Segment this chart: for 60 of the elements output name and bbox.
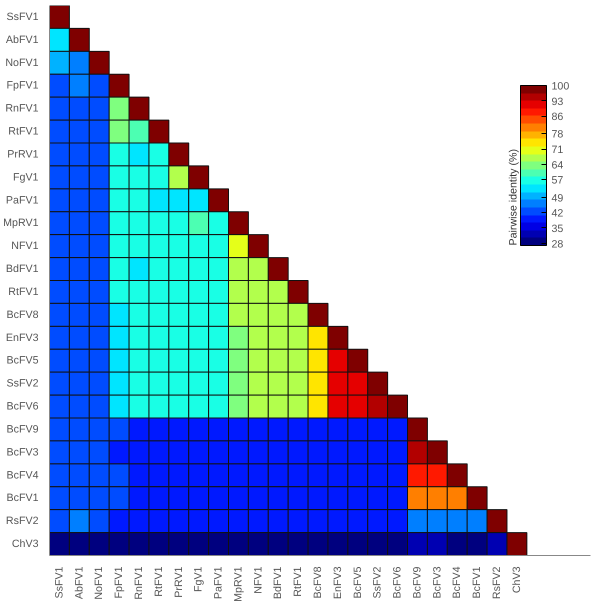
x-tick-label: MpRV1 bbox=[232, 566, 244, 602]
y-tick-label: RsFV2 bbox=[6, 515, 39, 528]
y-tick-label: NoFV1 bbox=[5, 56, 39, 69]
x-tick-label: RtFV1 bbox=[152, 566, 165, 597]
x-tick-label: NFV1 bbox=[252, 566, 264, 594]
x-tick-label: RnFV1 bbox=[133, 566, 146, 600]
y-tick-label: NFV1 bbox=[11, 240, 39, 252]
color-bar-label: 57 bbox=[552, 174, 564, 187]
color-bar-label: 78 bbox=[552, 128, 564, 141]
color-bar-label: 93 bbox=[552, 96, 564, 108]
y-tick-label: SsFV1 bbox=[6, 10, 39, 23]
x-tick-label: SsFV1 bbox=[53, 566, 66, 598]
y-tick-label: SsFV2 bbox=[6, 378, 39, 390]
x-tick-label: EnFV3 bbox=[332, 566, 344, 600]
x-tick-label: PrRV1 bbox=[172, 566, 185, 598]
y-tick-label: BcFV8 bbox=[6, 308, 39, 321]
x-tick-label: AbFV1 bbox=[73, 566, 86, 600]
x-tick-label: RtFV1 bbox=[292, 566, 304, 597]
x-tick-label: FpFV1 bbox=[113, 566, 126, 598]
color-bar-label: 71 bbox=[552, 144, 564, 156]
color-bar-label: 28 bbox=[552, 238, 564, 250]
y-tick-label: EnFV3 bbox=[6, 332, 39, 344]
color-bar-label: 42 bbox=[552, 208, 564, 220]
x-tick-label: BdFV1 bbox=[272, 566, 284, 600]
x-tick-label: BcFV1 bbox=[471, 566, 484, 598]
color-bar-label: 49 bbox=[552, 192, 564, 204]
y-tick-label: ChV3 bbox=[12, 538, 39, 550]
x-tick-label: RsFV2 bbox=[491, 566, 504, 600]
x-tick-label: BcFV4 bbox=[451, 566, 464, 598]
y-tick-label: PaFV1 bbox=[6, 194, 39, 206]
y-tick-label: BcFV3 bbox=[6, 446, 39, 458]
x-tick-label: BcFV8 bbox=[312, 566, 324, 598]
y-tick-label: BcFV9 bbox=[6, 423, 39, 436]
x-tick-label: SsFV2 bbox=[372, 566, 384, 598]
y-tick-label: BcFV6 bbox=[6, 400, 39, 413]
y-tick-label: RtFV1 bbox=[8, 126, 39, 138]
y-tick-label: AbFV1 bbox=[6, 34, 39, 46]
y-tick-label: FgV1 bbox=[13, 171, 39, 184]
y-tick-label: RtFV1 bbox=[8, 286, 39, 298]
x-tick-label: BcFV3 bbox=[431, 566, 444, 598]
y-tick-label: MpRV1 bbox=[3, 217, 39, 230]
color-bar-label: 100 bbox=[552, 80, 570, 92]
y-tick-label: BcFV4 bbox=[6, 469, 39, 482]
x-tick-label: NoFV1 bbox=[93, 566, 106, 600]
y-tick-label: PrRV1 bbox=[7, 148, 39, 160]
color-bar-label: 64 bbox=[552, 159, 564, 172]
y-tick-label: RnFV1 bbox=[5, 102, 39, 115]
x-tick-label: BcFV6 bbox=[392, 566, 404, 598]
color-bar-title: Pairwise identity (%) bbox=[508, 148, 520, 246]
color-bar-label: 35 bbox=[552, 222, 564, 235]
y-tick-label: BcFV1 bbox=[6, 492, 39, 504]
x-tick-label: PaFV1 bbox=[212, 566, 225, 600]
y-tick-label: FpFV1 bbox=[6, 80, 39, 92]
y-tick-label: BcFV5 bbox=[6, 354, 39, 367]
y-tick-label: BdFV1 bbox=[6, 263, 39, 276]
x-tick-label: BcFV9 bbox=[411, 566, 424, 598]
x-tick-label: BcFV5 bbox=[352, 566, 364, 598]
x-tick-label: ChV3 bbox=[510, 566, 523, 594]
color-bar-label: 86 bbox=[552, 111, 564, 124]
x-tick-label: FgV1 bbox=[192, 566, 205, 592]
